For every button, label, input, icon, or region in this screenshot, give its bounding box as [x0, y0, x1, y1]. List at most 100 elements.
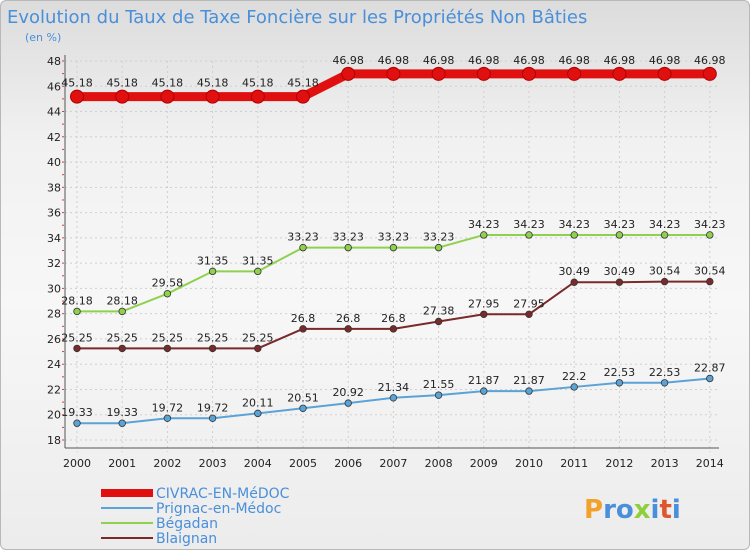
data-label: 34.23 [604, 218, 636, 231]
data-point [118, 307, 126, 316]
data-point [70, 89, 84, 104]
data-point [525, 310, 533, 318]
data-point [73, 419, 81, 427]
data-point [434, 243, 443, 252]
x-tick-label: 2009 [470, 457, 498, 470]
data-label-layer: 19.33 19.33 19.72 19.72 20.11 20.51 20.92 21.34… [61, 54, 725, 419]
data-label: 33.23 [287, 231, 319, 244]
data-point [205, 89, 220, 104]
legend: CIVRAC-EN-MéDOCPrignac-en-MédocBégadanBl… [101, 486, 290, 547]
data-label: 34.23 [694, 218, 726, 231]
legend-label: Bégadan [156, 516, 218, 532]
data-label: 28.18 [106, 294, 138, 307]
data-point [660, 379, 669, 387]
y-tick-label: 32 [47, 257, 61, 270]
data-point [570, 231, 578, 239]
x-tick-label: 2007 [379, 457, 407, 470]
data-point [570, 278, 578, 286]
data-label: 46.98 [378, 54, 410, 67]
data-label: 46.98 [558, 54, 590, 67]
data-label: 46.98 [468, 54, 500, 67]
data-label: 45.18 [197, 77, 229, 90]
x-tick-label: 2011 [560, 457, 588, 470]
data-point [118, 419, 126, 427]
data-label: 46.98 [423, 54, 455, 67]
data-point [341, 66, 356, 81]
data-point [163, 344, 172, 353]
y-tick-label: 20 [47, 409, 61, 422]
y-tick-label: 36 [47, 207, 61, 220]
data-point [702, 66, 717, 81]
data-label: 45.18 [152, 77, 184, 90]
data-label: 19.33 [106, 406, 138, 419]
y-tick-label: 34 [47, 232, 61, 245]
data-point [115, 89, 130, 104]
data-point [660, 231, 669, 239]
y-tick-label: 38 [47, 181, 61, 194]
y-tick-label: 48 [47, 55, 61, 68]
data-point [299, 243, 307, 252]
legend-label: CIVRAC-EN-MéDOC [156, 486, 290, 502]
data-label: 25.25 [197, 331, 229, 344]
data-point [615, 278, 624, 286]
data-point [706, 231, 714, 239]
data-point [208, 267, 217, 276]
x-tick-label: 2006 [334, 457, 362, 470]
data-point [254, 344, 262, 353]
data-label: 22.87 [694, 361, 726, 374]
data-point [480, 310, 488, 318]
data-label: 45.18 [242, 77, 274, 90]
x-tick-label: 2000 [63, 457, 91, 470]
data-point [208, 414, 217, 422]
x-tick-label: 2008 [425, 457, 453, 470]
series-layer [70, 66, 717, 427]
x-tick-label: 2002 [153, 457, 181, 470]
data-label: 27.38 [423, 304, 455, 317]
data-label: 33.23 [423, 231, 455, 244]
data-label: 21.55 [423, 378, 455, 391]
data-label: 31.35 [242, 254, 274, 267]
data-point [434, 391, 443, 399]
data-point [567, 66, 582, 81]
data-label: 22.2 [562, 370, 587, 383]
data-label: 46.98 [604, 54, 636, 67]
data-point [525, 387, 533, 395]
x-tick-label: 2004 [244, 457, 272, 470]
y-tick-label: 18 [47, 434, 61, 447]
data-point [344, 325, 352, 333]
data-label: 29.58 [152, 277, 184, 290]
data-point [389, 325, 398, 333]
x-tick-label: 2001 [108, 457, 136, 470]
data-point [163, 414, 172, 422]
y-tick-label: 40 [47, 156, 61, 169]
data-label: 46.98 [513, 54, 545, 67]
y-tick-label: 30 [47, 282, 61, 295]
data-label: 21.34 [378, 381, 410, 394]
data-label: 33.23 [332, 231, 364, 244]
data-point [706, 374, 714, 383]
data-label: 31.35 [197, 254, 229, 267]
data-point [612, 66, 627, 81]
data-point [525, 231, 533, 239]
data-label: 20.11 [242, 396, 274, 409]
data-point [160, 89, 175, 104]
data-point [296, 89, 310, 104]
data-label: 27.95 [513, 297, 545, 310]
data-point [434, 317, 443, 326]
data-label: 25.25 [106, 331, 138, 344]
data-label: 20.51 [287, 391, 319, 404]
data-point [73, 344, 81, 353]
data-point [657, 66, 672, 81]
data-label: 34.23 [513, 218, 545, 231]
y-tick-label: 46 [47, 80, 61, 93]
x-tick-label: 2005 [289, 457, 317, 470]
data-point [250, 89, 265, 104]
y-tick-label: 28 [47, 308, 61, 321]
data-label: 45.18 [61, 77, 93, 90]
data-point [615, 379, 624, 387]
legend-label: Blaignan [156, 531, 217, 547]
data-label: 19.33 [61, 406, 93, 419]
x-tick-label: 2012 [605, 457, 633, 470]
data-label: 20.92 [332, 386, 364, 399]
data-label: 26.8 [381, 312, 406, 325]
